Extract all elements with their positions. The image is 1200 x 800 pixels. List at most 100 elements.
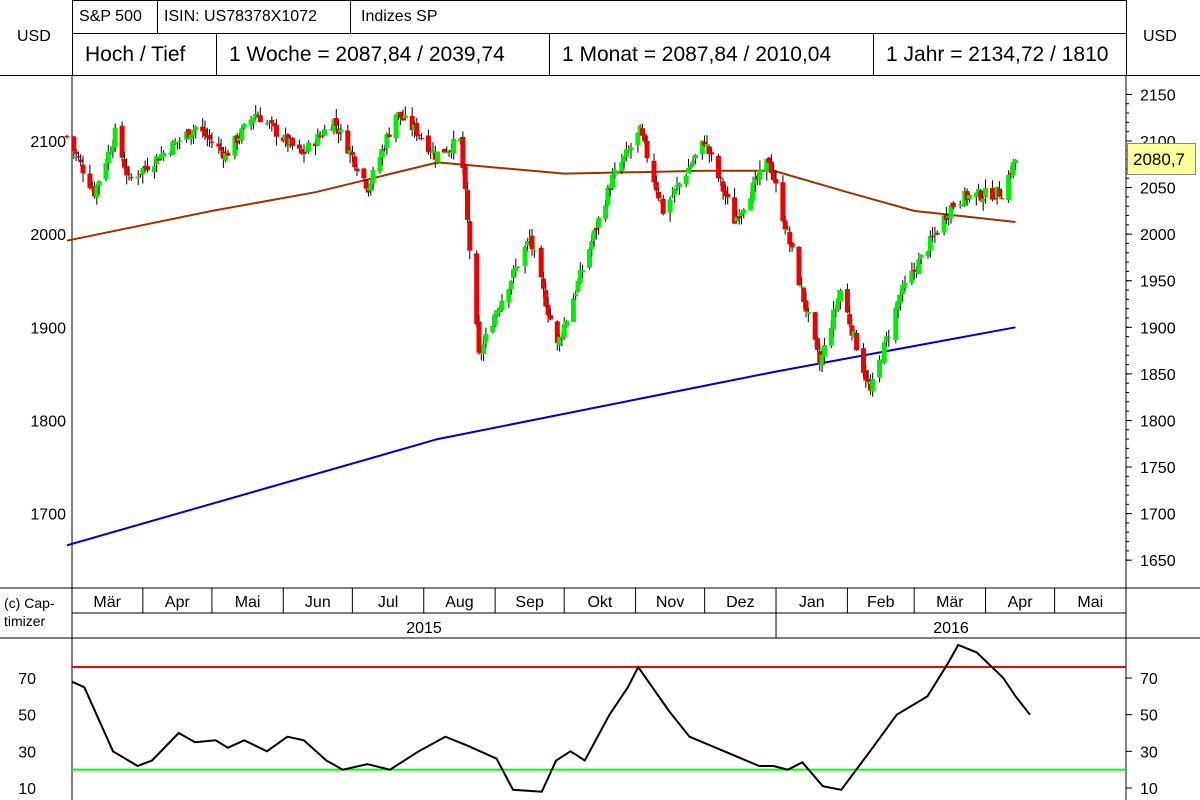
candle-body (672, 188, 678, 195)
candle-body (435, 151, 441, 163)
candle-body (658, 200, 664, 202)
candle-body (589, 241, 595, 250)
candle-body (306, 142, 312, 152)
candle-body (656, 191, 662, 199)
candle-body (787, 231, 793, 245)
candle-body (798, 285, 804, 287)
moving-average-long-line (66, 326, 1016, 547)
candle-body (414, 123, 420, 136)
candle-body (916, 259, 922, 274)
candle-body (303, 150, 309, 153)
candle-body (223, 152, 229, 161)
month-tick-label: Okt (587, 594, 612, 611)
candle-body (474, 253, 480, 325)
candle-body (725, 193, 731, 198)
candle-body (610, 174, 615, 189)
header-year-range: 1 Jahr = 2134,72 / 1810 (873, 33, 1127, 76)
candle-body (973, 192, 979, 198)
candle-body (448, 150, 454, 153)
candle-body (119, 125, 125, 158)
candle-body (398, 111, 404, 118)
candle-body (932, 233, 938, 235)
candle-body (220, 151, 226, 159)
candle-body (757, 169, 763, 180)
candle-body (593, 227, 599, 231)
candle-body (541, 278, 546, 289)
oscillator-line (71, 643, 1031, 793)
candle-body (943, 215, 949, 220)
candle-body (216, 143, 222, 147)
candle-body (637, 125, 643, 135)
month-tick-label: Mai (235, 594, 261, 611)
candle-body (702, 141, 708, 146)
candle-body (674, 185, 680, 188)
unit-label-right-cell: USD (1126, 0, 1200, 76)
candle-body (950, 202, 956, 207)
candle-body (73, 151, 79, 154)
candle-body (994, 186, 1000, 197)
candle-body (828, 327, 834, 346)
candle-body (301, 151, 307, 155)
candle-body (255, 115, 261, 117)
candle-body (716, 155, 721, 179)
candle-body (782, 220, 788, 230)
candle-body (538, 247, 544, 278)
candle-body (644, 141, 650, 159)
candle-body (267, 122, 272, 124)
candle-body (126, 173, 132, 175)
candle-body (861, 348, 866, 373)
candle-body (692, 154, 698, 159)
candle-body (867, 383, 873, 391)
candle-body (250, 118, 256, 123)
candle-body (186, 129, 192, 138)
candle-body (835, 298, 841, 310)
candle-body (577, 269, 583, 284)
candle-body (980, 198, 986, 202)
candle-body (596, 217, 602, 228)
candle-body (833, 307, 839, 310)
last-price-value: 2080,7 (1133, 150, 1185, 169)
candle-body (103, 163, 109, 179)
candle-body (960, 204, 965, 207)
candle-body (361, 168, 367, 179)
candle-body (573, 293, 579, 296)
candle-body (983, 187, 988, 198)
candle-body (821, 345, 827, 357)
candle-body (188, 134, 194, 140)
unit-label-right: USD (1143, 28, 1177, 45)
candle-body (817, 351, 823, 365)
candle-body (273, 124, 279, 137)
candle-body (370, 170, 376, 183)
candle-body (204, 135, 210, 138)
candle-body (161, 152, 167, 157)
candle-body (264, 123, 270, 125)
candle-body (529, 235, 535, 250)
candle-body (815, 338, 820, 350)
month-tick-label: Nov (656, 594, 684, 611)
candle-body (628, 147, 634, 150)
candle-body (626, 149, 632, 151)
candle-body (446, 150, 452, 153)
candle-body (764, 159, 770, 172)
candle-body (900, 284, 906, 295)
candle-body (467, 221, 473, 251)
month-tick-label: Apr (165, 594, 191, 611)
y-tick-label-right: 1800 (1140, 413, 1176, 430)
candle-body (690, 160, 696, 165)
header-instrument-name: S&P 500 (72, 0, 158, 34)
candle-body (736, 216, 742, 219)
candle-body (499, 300, 505, 311)
candle-body (966, 194, 972, 199)
candle-body (831, 309, 837, 330)
candle-body (755, 175, 761, 180)
candle-body (269, 120, 275, 123)
candle-body (138, 174, 143, 175)
candle-body (925, 251, 931, 257)
candle-body (172, 141, 178, 144)
candle-body (676, 183, 682, 187)
y-tick-label-left: 1700 (30, 507, 66, 524)
osc-y-tick-label-right: 30 (1140, 744, 1158, 761)
candle-body (225, 152, 231, 156)
candle-body (322, 129, 328, 136)
y-tick-label-right: 1850 (1140, 367, 1176, 384)
